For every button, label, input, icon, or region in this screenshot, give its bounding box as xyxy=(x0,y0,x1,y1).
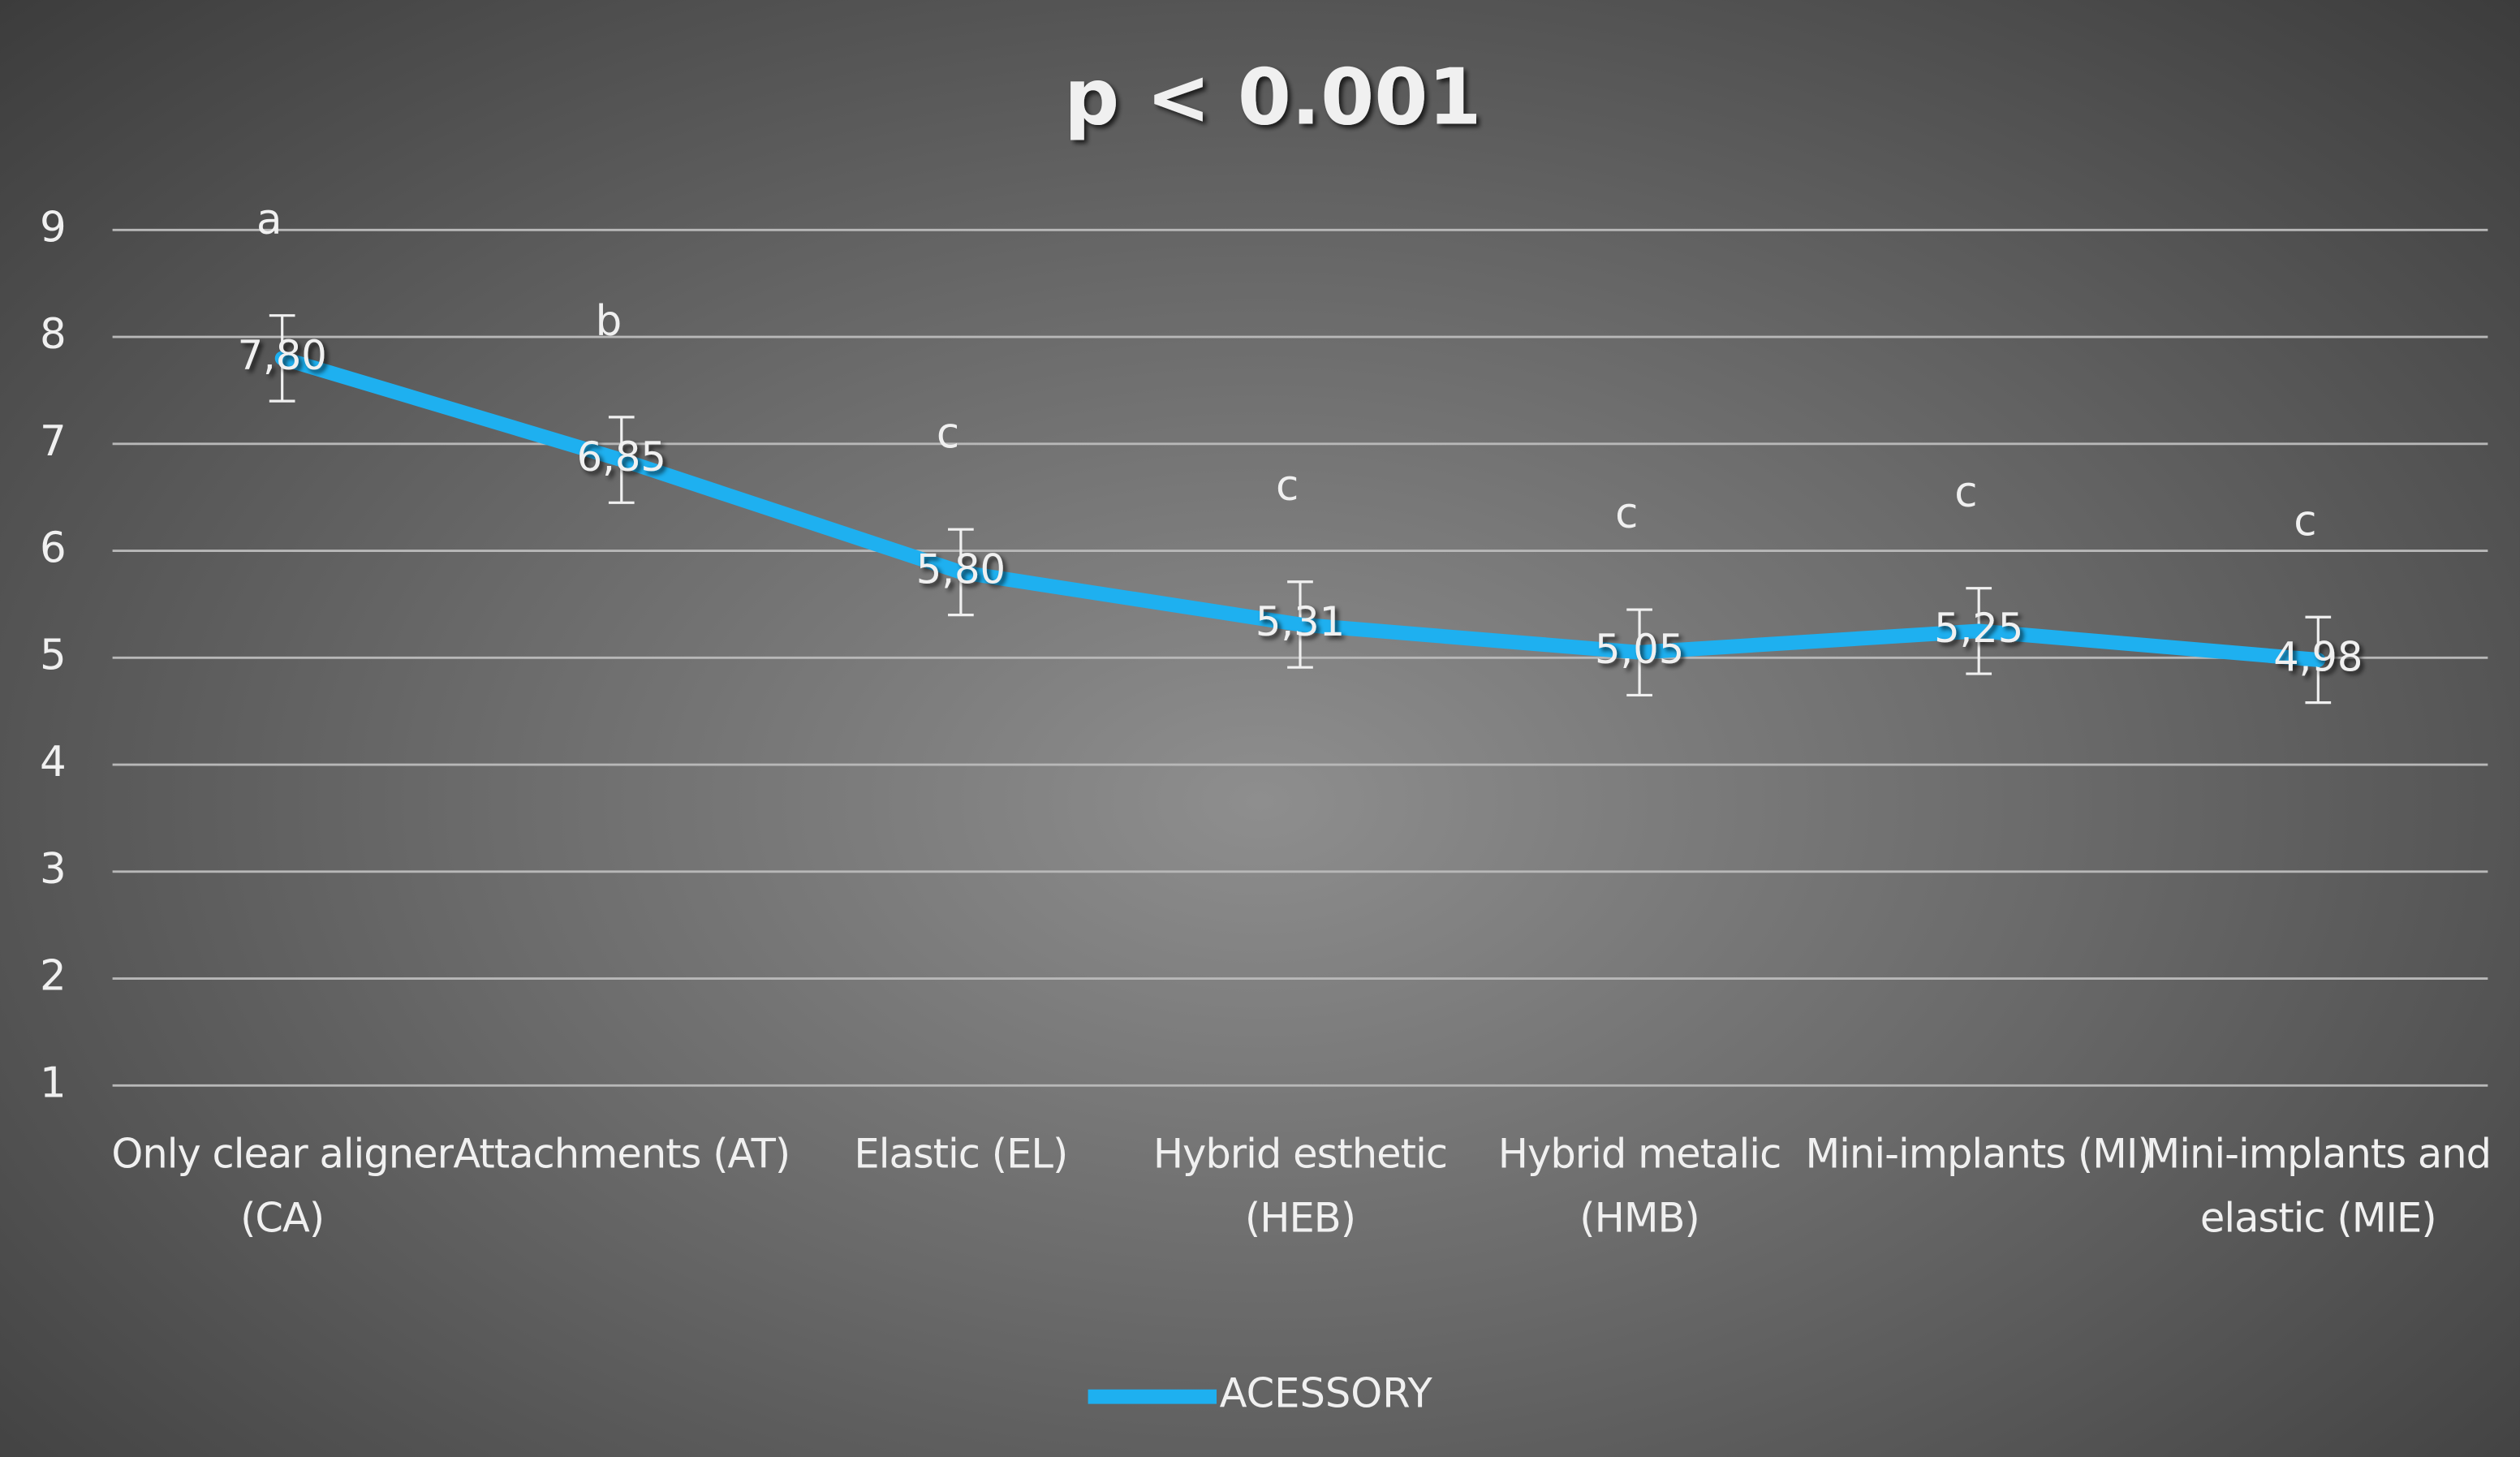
data-label: 7,80 xyxy=(238,332,327,379)
legend-label: ACESSORY xyxy=(1219,1369,1432,1417)
annotation: c xyxy=(937,409,959,458)
annotation: b xyxy=(596,297,622,346)
data-label: 5,31 xyxy=(1256,598,1345,645)
annotation: c xyxy=(2294,497,2316,545)
data-label: 5,80 xyxy=(916,545,1006,593)
y-tick-label: 3 xyxy=(40,845,67,894)
annotation: c xyxy=(1276,462,1299,511)
x-tick-label: Mini-implants (MI) xyxy=(1805,1130,2152,1178)
y-tick-label: 6 xyxy=(40,524,67,573)
y-tick-label: 1 xyxy=(40,1058,67,1107)
data-label: 4,98 xyxy=(2273,633,2363,680)
legend: ACESSORY xyxy=(0,1370,2520,1416)
annotation: c xyxy=(1615,489,1638,538)
x-tick-label: Elastic (EL) xyxy=(854,1130,1068,1178)
y-tick-label: 5 xyxy=(40,631,67,679)
data-line xyxy=(274,351,2326,667)
y-tick-label: 4 xyxy=(40,738,67,787)
chart-title: p < 0.001 xyxy=(1064,54,1481,143)
legend-swatch xyxy=(1088,1388,1217,1403)
annotation: a xyxy=(256,196,282,244)
x-tick-label: Mini-implants and elastic (MIE) xyxy=(2145,1130,2492,1242)
data-label: 6,85 xyxy=(577,433,666,481)
x-tick-label: Only clear aligner (CA) xyxy=(111,1130,454,1242)
y-tick-label: 7 xyxy=(40,417,67,466)
y-tick-label: 2 xyxy=(40,952,67,1001)
data-label: 5,25 xyxy=(1934,605,2023,652)
x-tick-label: Hybrid metalic (HMB) xyxy=(1497,1130,1782,1242)
x-tick-label: Hybrid esthetic (HEB) xyxy=(1152,1130,1448,1242)
y-tick-label: 9 xyxy=(40,203,67,252)
data-label: 5,05 xyxy=(1595,626,1684,673)
annotation: c xyxy=(1954,468,1977,517)
x-tick-label: Attachments (AT) xyxy=(453,1130,790,1178)
y-tick-label: 8 xyxy=(40,310,67,359)
